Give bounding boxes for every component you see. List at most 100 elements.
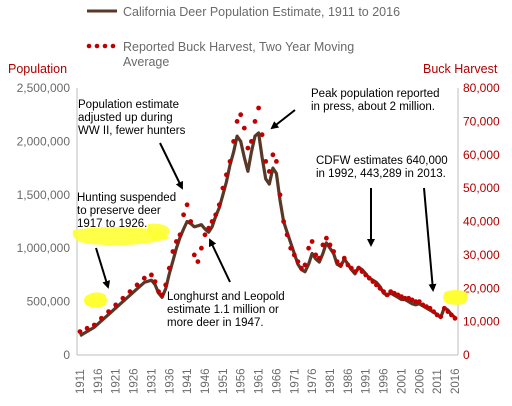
harvest-point: [199, 245, 204, 251]
harvest-point: [263, 159, 269, 164]
y-right-tick-label: 10,000: [463, 315, 500, 329]
harvest-point: [270, 152, 276, 158]
harvest-point: [120, 295, 126, 301]
harvest-point: [184, 202, 190, 208]
x-tick-label: 1991: [361, 368, 373, 394]
harvest-point: [363, 272, 369, 278]
x-tick-label: 1916: [93, 368, 105, 394]
harvest-point: [84, 325, 90, 331]
y-right-axis-title: Buck Harvest: [423, 62, 498, 76]
harvest-point: [99, 315, 104, 321]
y-right-tick-label: 40,000: [463, 215, 500, 229]
harvest-point: [113, 302, 119, 308]
legend-harvest-label-line1: Reported Buck Harvest, Two Year Moving: [123, 40, 354, 54]
harvest-point: [431, 309, 436, 314]
harvest-point: [159, 292, 165, 298]
y-left-tick-label: 500,000: [27, 295, 71, 309]
highlight-dot-right: [443, 290, 468, 305]
y-left-tick-label: 2,000,000: [17, 134, 71, 148]
harvest-point: [238, 112, 244, 118]
legend-harvest-swatch: [86, 43, 116, 49]
y-left-tick-label: 1,000,000: [17, 241, 71, 255]
harvest-point: [449, 312, 454, 318]
highlight-stroke-top: [72, 227, 170, 246]
harvest-point: [152, 279, 158, 284]
y-left-axis-title: Population: [8, 62, 67, 76]
harvest-point: [409, 297, 415, 303]
annotation-cdfw: CDFW estimates 640,000 in 1992, 443,289 …: [316, 155, 451, 180]
harvest-point: [445, 309, 451, 314]
harvest-point: [441, 305, 447, 311]
x-tick-label: 1926: [129, 368, 141, 394]
harvest-point: [149, 272, 154, 278]
harvest-point: [331, 249, 336, 254]
harvest-point: [288, 245, 294, 251]
harvest-point: [341, 255, 347, 261]
harvest-point: [309, 239, 315, 244]
harvest-point: [284, 232, 290, 238]
harvest-point: [306, 245, 311, 251]
x-tick-label: 1931: [146, 368, 158, 394]
harvest-point: [424, 304, 429, 309]
y-right-tick-label: 60,000: [463, 148, 500, 162]
legend: California Deer Population Estimate, 191…: [86, 5, 400, 69]
harvest-point: [202, 232, 208, 238]
x-tick-label: 2006: [414, 368, 426, 394]
harvest-point: [181, 212, 187, 218]
harvest-point: [324, 235, 329, 241]
harvest-point: [452, 315, 458, 321]
harvest-point: [249, 139, 254, 144]
harvest-point: [174, 239, 179, 244]
highlight-stroke-squiggle: [147, 223, 170, 240]
x-tick-labels: 1911 1916 1921 1926 1931 1936 1941 1946 1951 1956…: [75, 368, 462, 394]
x-tick-label: 1966: [271, 368, 283, 394]
harvest-point: [206, 225, 212, 231]
highlight-marks: [72, 223, 468, 308]
harvest-point: [195, 259, 201, 264]
arrow-peak: [270, 109, 296, 130]
harvest-point: [127, 289, 133, 294]
harvest-point: [170, 249, 176, 254]
x-tick-label: 1941: [182, 368, 194, 394]
harvest-point: [163, 282, 169, 288]
harvest-point: [438, 314, 444, 319]
harvest-point: [252, 119, 258, 124]
x-tick-label: 1956: [236, 368, 248, 394]
harvest-point: [320, 242, 326, 248]
harvest-point: [266, 169, 272, 174]
harvest-point: [302, 262, 308, 268]
harvest-point: [91, 322, 97, 328]
harvest-point: [166, 265, 172, 271]
arrow-cdfw-2013: [423, 187, 437, 292]
arrow-longhurst-leopold: [208, 238, 231, 283]
harvest-point: [188, 219, 194, 224]
harvest-point: [216, 202, 222, 208]
y-right-tick-label: 70,000: [463, 114, 500, 128]
harvest-point: [338, 262, 344, 268]
harvest-point: [177, 232, 183, 238]
y-right-tick-label: 50,000: [463, 181, 500, 195]
harvest-point: [434, 312, 440, 318]
arrow-hunting-suspended: [95, 247, 111, 289]
harvest-point: [77, 329, 83, 334]
legend-harvest-label: Reported Buck Harvest, Two Year Moving A…: [123, 40, 358, 69]
harvest-point: [291, 252, 297, 258]
x-tick-label: 1976: [307, 368, 319, 394]
harvest-point: [231, 139, 237, 144]
x-tick-label: 2001: [396, 368, 408, 394]
x-tick-label: 1996: [379, 368, 391, 394]
y-right-tick-label: 30,000: [463, 248, 500, 262]
y-left-tick-label: 0: [63, 348, 70, 362]
harvest-point: [274, 159, 279, 164]
harvest-point: [359, 269, 365, 274]
highlight-dot-left: [84, 292, 107, 308]
harvest-point: [134, 282, 140, 288]
harvest-point: [402, 295, 408, 301]
harvest-series-points: [77, 105, 458, 334]
harvest-point: [299, 265, 304, 271]
x-tick-label: 1981: [325, 368, 337, 394]
harvest-point: [334, 259, 340, 264]
harvest-point: [352, 269, 358, 274]
harvest-point: [234, 119, 240, 124]
legend-harvest-label-line2: Average: [123, 55, 169, 69]
